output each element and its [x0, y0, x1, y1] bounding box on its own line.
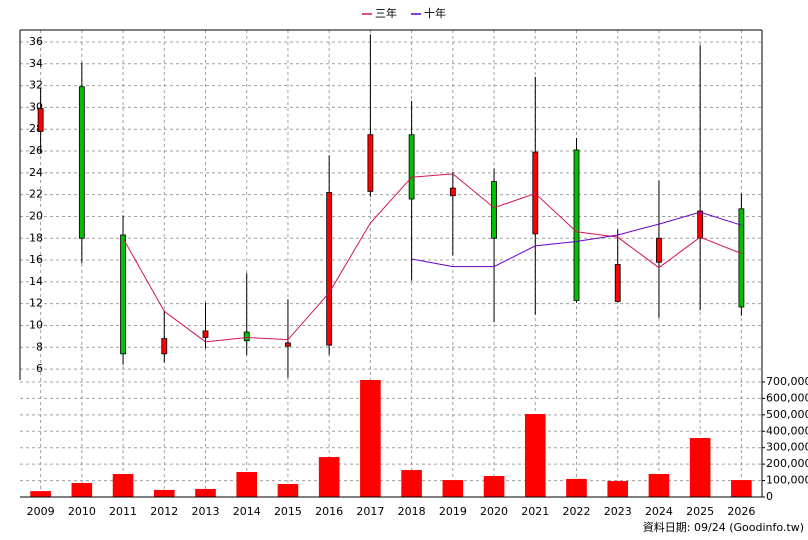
- x-tick-label: 2025: [686, 505, 714, 518]
- x-tick-label: 2017: [356, 505, 384, 518]
- y-tick-label: 32: [29, 79, 43, 92]
- y-tick-label: 6: [36, 362, 43, 375]
- y-tick-label: 34: [29, 57, 43, 70]
- x-tick-label: 2026: [727, 505, 755, 518]
- candle-body: [326, 192, 333, 346]
- volume-bar: [483, 475, 505, 497]
- y-tick-label: 12: [29, 297, 43, 310]
- y2-tick-label: 200,000: [766, 457, 808, 470]
- candle-body: [532, 151, 539, 235]
- y-tick-label: 22: [29, 188, 43, 201]
- y2-tick-label: 600,000: [766, 391, 808, 404]
- legend-label: 十年: [424, 6, 446, 20]
- legend-label: 三年: [375, 6, 397, 20]
- candle-body: [243, 331, 250, 342]
- x-tick-label: 2016: [315, 505, 343, 518]
- x-tick-label: 2018: [398, 505, 426, 518]
- volume-bar: [195, 488, 216, 497]
- volume-bar: [30, 491, 51, 497]
- y-tick-label: 20: [29, 209, 43, 222]
- y-tick-label: 24: [29, 166, 43, 179]
- candle-body: [614, 264, 621, 302]
- volume-bar: [112, 473, 134, 497]
- volume-bar: [401, 470, 422, 497]
- volume-bar: [318, 457, 340, 497]
- y-tick-label: 16: [29, 253, 43, 266]
- volume-bar: [566, 478, 587, 497]
- x-tick-label: 2024: [645, 505, 673, 518]
- y-tick-label: 36: [29, 35, 43, 48]
- x-tick-label: 2014: [233, 505, 261, 518]
- y-tick-label: 18: [29, 231, 43, 244]
- candle-body: [161, 338, 168, 355]
- volume-bar: [153, 489, 175, 497]
- x-tick-label: 2012: [150, 505, 178, 518]
- line-series: [122, 173, 742, 343]
- candle-body: [491, 181, 497, 239]
- candle-body: [573, 149, 580, 301]
- candle-body: [656, 237, 662, 263]
- footnote: 資料日期: 09/24 (Goodinfo.tw): [643, 520, 804, 534]
- x-tick-label: 2009: [27, 505, 55, 518]
- y2-tick-label: 500,000: [766, 408, 808, 421]
- y2-tick-label: 100,000: [766, 474, 808, 487]
- y2-tick-label: 400,000: [766, 424, 808, 437]
- y2-tick-label: 0: [766, 490, 773, 503]
- y-tick-label: 10: [29, 318, 43, 331]
- x-tick-label: 2022: [563, 505, 591, 518]
- x-tick-label: 2019: [439, 505, 467, 518]
- volume-bar: [236, 472, 258, 497]
- y2-tick-label: 300,000: [766, 441, 808, 454]
- y2-tick-label: 700,000: [766, 375, 808, 388]
- candle-body: [408, 134, 415, 200]
- candle-body: [697, 210, 704, 239]
- candle-body: [738, 208, 745, 308]
- volume-bar: [648, 473, 670, 497]
- volume-bar: [277, 484, 299, 497]
- y-tick-label: 14: [29, 275, 43, 288]
- candle-body: [202, 330, 209, 338]
- y-tick-label: 8: [36, 340, 43, 353]
- volume-bar: [689, 438, 711, 497]
- x-tick-label: 2013: [192, 505, 220, 518]
- candle-body: [37, 108, 44, 132]
- candle-body: [449, 187, 456, 197]
- candle-body: [285, 342, 291, 347]
- volume-bar: [607, 481, 629, 497]
- candle-body: [367, 134, 374, 192]
- x-tick-label: 2010: [68, 505, 96, 518]
- x-tick-label: 2011: [109, 505, 137, 518]
- candle-body: [78, 86, 85, 239]
- line-series: [411, 211, 742, 268]
- candle-body: [120, 234, 126, 355]
- volume-bar: [71, 483, 93, 497]
- volume-bar: [360, 380, 381, 497]
- volume-bar: [731, 480, 752, 497]
- x-tick-label: 2015: [274, 505, 302, 518]
- x-tick-label: 2021: [521, 505, 549, 518]
- volume-bar: [442, 480, 464, 497]
- x-tick-label: 2023: [604, 505, 632, 518]
- y-tick-label: 26: [29, 144, 43, 157]
- volume-bar: [524, 414, 546, 497]
- x-tick-label: 2020: [480, 505, 508, 518]
